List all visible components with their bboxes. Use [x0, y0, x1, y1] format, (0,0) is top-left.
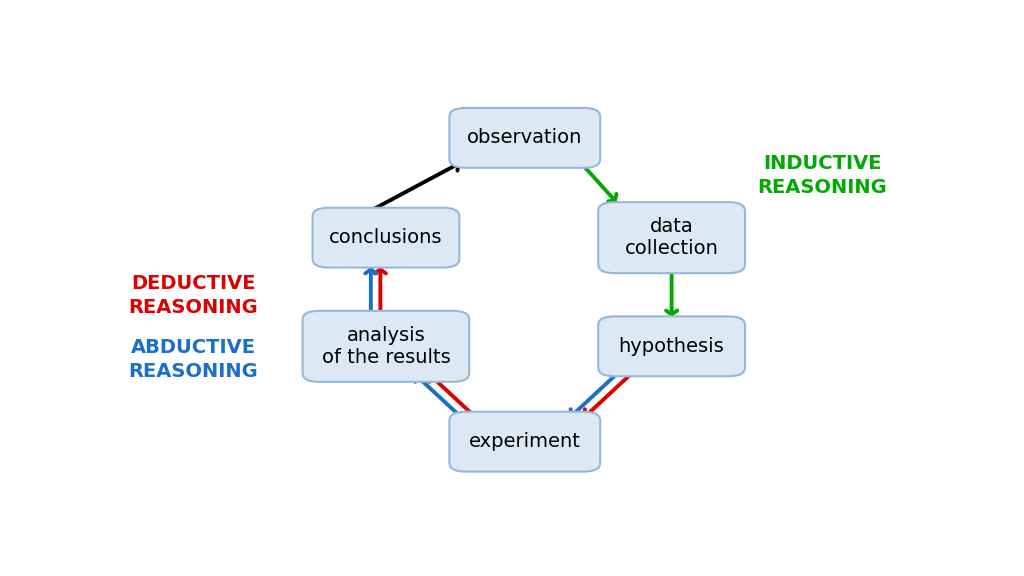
FancyBboxPatch shape — [450, 412, 600, 472]
Text: hypothesis: hypothesis — [618, 337, 725, 356]
Text: analysis
of the results: analysis of the results — [322, 326, 451, 367]
Text: data
collection: data collection — [625, 217, 719, 258]
FancyBboxPatch shape — [312, 208, 460, 268]
FancyBboxPatch shape — [450, 108, 600, 168]
Text: observation: observation — [467, 128, 583, 147]
FancyBboxPatch shape — [598, 316, 745, 376]
Text: INDUCTIVE
REASONING: INDUCTIVE REASONING — [758, 154, 887, 197]
Text: ABDUCTIVE
REASONING: ABDUCTIVE REASONING — [128, 338, 258, 381]
Text: DEDUCTIVE
REASONING: DEDUCTIVE REASONING — [128, 274, 258, 317]
FancyBboxPatch shape — [303, 311, 469, 382]
Text: experiment: experiment — [469, 432, 581, 451]
FancyBboxPatch shape — [598, 202, 745, 273]
Text: conclusions: conclusions — [329, 228, 442, 247]
